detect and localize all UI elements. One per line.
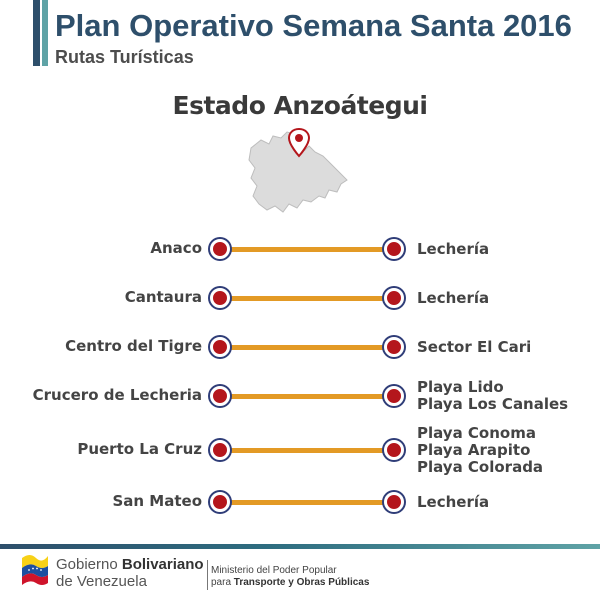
route-origin: Puerto La Cruz [77, 440, 202, 458]
route-destination-dot [384, 337, 404, 357]
route-destination: Sector El Cari [417, 337, 532, 356]
location-pin-icon [287, 127, 311, 158]
route-origin: Centro del Tigre [65, 337, 202, 355]
route-line [220, 247, 394, 252]
route-origin: San Mateo [112, 492, 202, 510]
route-origin: Cantaura [124, 288, 202, 306]
route-origin: Anaco [150, 239, 202, 257]
page-title: Plan Operativo Semana Santa 2016 [55, 8, 572, 43]
route-destination-dot [384, 440, 404, 460]
state-title: Estado Anzoátegui [172, 91, 428, 120]
route-line [220, 296, 394, 301]
header-accent-bar-dark [33, 0, 40, 66]
header-accent-bar-teal [42, 0, 48, 66]
route-line [220, 500, 394, 505]
route-line [220, 345, 394, 350]
route-destination-dot [384, 288, 404, 308]
ministry-line2-b: Transporte y Obras Públicas [233, 577, 370, 588]
route-destination-dot [384, 239, 404, 259]
route-destination: Lechería [417, 492, 490, 511]
gov-line1-b: Bolivariano [121, 556, 204, 573]
route-line [220, 448, 394, 453]
route-origin-dot [210, 440, 230, 460]
venezuela-flag-icon [22, 555, 48, 585]
route-destination-dot [384, 386, 404, 406]
route-line [220, 394, 394, 399]
ministry-line2-a: para [211, 577, 234, 588]
route-origin-dot [210, 492, 230, 512]
route-destination: Playa Arapito [417, 440, 531, 459]
route-destination: Playa Conoma [417, 423, 536, 442]
state-map [245, 126, 355, 218]
route-origin-dot [210, 288, 230, 308]
route-destination-dot [384, 492, 404, 512]
route-origin-dot [210, 386, 230, 406]
route-origin-dot [210, 239, 230, 259]
gov-line1-a: Gobierno [56, 556, 122, 573]
government-logo-text: Gobierno Bolivariano de Venezuela [56, 556, 204, 590]
route-destination: Playa Lido [417, 378, 504, 396]
footer-divider [0, 544, 600, 549]
route-origin-dot [210, 337, 230, 357]
footer-separator [207, 560, 208, 590]
route-destination: Playa Colorada [417, 457, 544, 476]
gov-line2: de Venezuela [56, 573, 147, 590]
route-origin: Crucero de Lecheria [32, 386, 202, 404]
anzoategui-map-icon [248, 127, 348, 213]
ministry-line1: Ministerio del Poder Popular [211, 565, 337, 576]
route-destination: Lechería [417, 288, 490, 307]
route-destination: Playa Los Canales [417, 395, 569, 413]
route-destination: Lechería [417, 239, 490, 258]
ministry-text: Ministerio del Poder Popular para Transp… [211, 565, 369, 589]
page-subtitle: Rutas Turísticas [55, 47, 194, 67]
